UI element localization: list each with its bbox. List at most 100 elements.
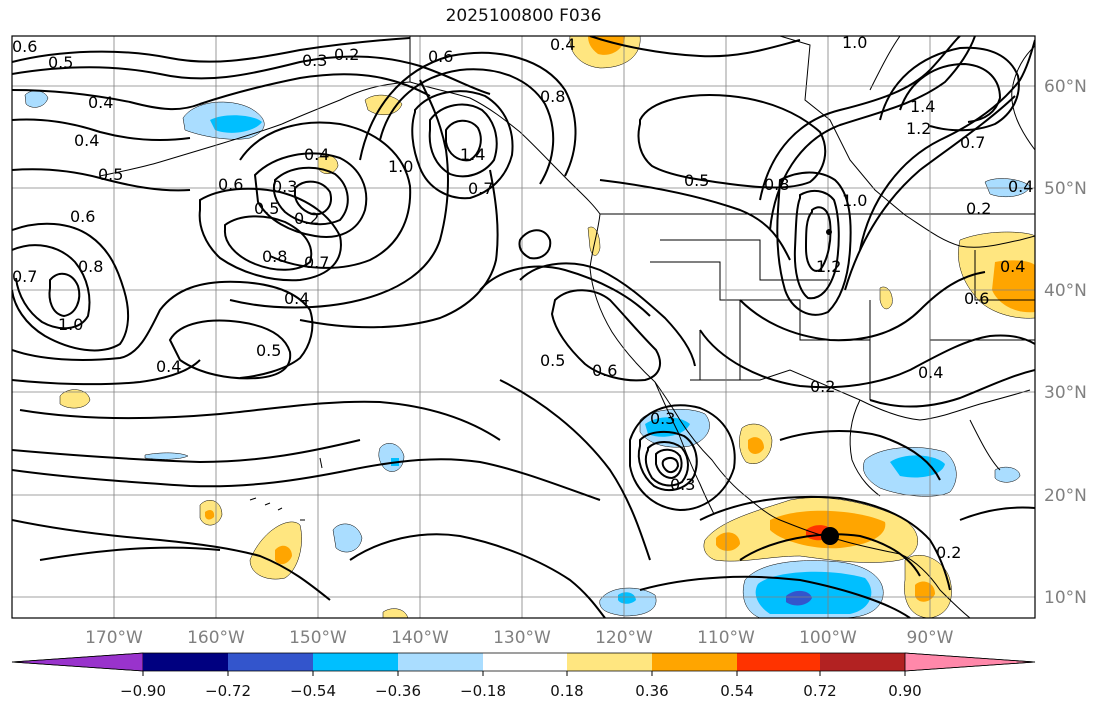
contour-label: 0.6	[428, 47, 453, 66]
colorbar-segment	[228, 653, 313, 671]
colorbar-tick-label: −0.90	[120, 682, 166, 700]
colorbar-tick-label: −0.18	[460, 682, 506, 700]
colorbar-tick-label: 0.90	[888, 682, 921, 700]
lon-tick-label: 120°W	[595, 628, 653, 648]
colorbar: −0.90 −0.72 −0.54 −0.36 −0.18 0.18 0.36 …	[11, 652, 1036, 700]
contour-label: 0.4	[550, 35, 575, 54]
negative-anomaly-area	[618, 592, 636, 604]
trough-marker	[826, 229, 832, 235]
colorbar-extend-min	[11, 652, 144, 672]
contour-label: 0.4	[74, 131, 99, 150]
lat-tick-label: 50°N	[1044, 179, 1087, 199]
positive-anomaly-area	[382, 608, 409, 618]
contour-label: 0.6	[218, 175, 243, 194]
contour-label: 0.7	[304, 253, 329, 272]
contour-label: 0.4	[156, 357, 181, 376]
contour-label: 0.5	[254, 199, 279, 218]
negative-anomaly-area	[210, 115, 262, 133]
contour-label: 1.4	[460, 145, 485, 164]
contour-label: 0.2	[334, 45, 359, 64]
colorbar-extend-max	[904, 652, 1036, 672]
contour-label: 0.8	[262, 247, 287, 266]
contour-label: 0.2	[936, 543, 961, 562]
contour-label: 0.5	[684, 171, 709, 190]
negative-anomaly-area	[786, 590, 812, 606]
positive-anomaly-area	[59, 389, 91, 409]
lon-tick-label: 130°W	[493, 628, 551, 648]
colorbar-segment	[737, 653, 820, 671]
lat-tick-label: 10°N	[1044, 588, 1087, 608]
colorbar-tick-label: 0.72	[803, 682, 836, 700]
latitude-axis: 60°N 50°N 40°N 30°N 20°N 10°N	[1044, 77, 1087, 608]
contour-lines	[12, 36, 1035, 618]
negative-anomaly-area	[890, 455, 945, 478]
contour-label: 0.4	[88, 93, 113, 112]
contour-label: 1.4	[910, 97, 935, 116]
contour-label: 0.7	[468, 179, 493, 198]
contour-label: 0.2	[810, 377, 835, 396]
positive-anomaly-area	[275, 545, 292, 565]
contour-label: 1.0	[842, 33, 867, 52]
contour-label: 0.4	[284, 289, 309, 308]
contour-label: 0.7	[960, 133, 985, 152]
lat-tick-label: 30°N	[1044, 383, 1087, 403]
contour-label: 1.0	[58, 315, 83, 334]
contour-label: 0.6	[592, 361, 617, 380]
contour-label: 0.8	[78, 257, 103, 276]
positive-anomaly-area	[716, 532, 740, 551]
lat-tick-label: 60°N	[1044, 77, 1087, 97]
positive-anomaly-area	[205, 509, 215, 520]
contour-label-layer: 0.6 0.5 0.3 0.2 0.4 0.6 0.4 0.4 0.5 0.6 …	[12, 33, 1033, 562]
contour-label: 0.2	[294, 209, 319, 228]
contour-label: 0.8	[540, 87, 565, 106]
lon-tick-label: 160°W	[187, 628, 245, 648]
lon-tick-label: 140°W	[391, 628, 449, 648]
colorbar-segment	[143, 653, 228, 671]
positive-anomaly-area	[992, 260, 1035, 313]
contour-label: 0.3	[272, 177, 297, 196]
contour-label: 0.5	[540, 351, 565, 370]
contour-label: 0.6	[964, 289, 989, 308]
colorbar-tick-label: 0.54	[720, 682, 753, 700]
contour-label: 0.6	[70, 207, 95, 226]
colorbar-tick-label: 0.36	[635, 682, 668, 700]
positive-anomaly-area	[879, 286, 893, 310]
contour-label: 0.4	[1000, 257, 1025, 276]
colorbar-tick-label: −0.72	[205, 682, 251, 700]
contour-label: 0.4	[918, 363, 943, 382]
map-frame	[11, 35, 1036, 619]
lat-tick-label: 20°N	[1044, 486, 1087, 506]
negative-anomaly-area	[144, 452, 189, 460]
colorbar-segment	[820, 653, 905, 671]
contour-label: 0.5	[256, 341, 281, 360]
colorbar-segment	[398, 653, 483, 671]
positive-anomaly-area	[588, 36, 625, 55]
contour-label: 0.6	[12, 37, 37, 56]
shading-layer	[24, 36, 1035, 618]
negative-anomaly-area	[332, 523, 363, 553]
positive-anomaly-area	[748, 437, 764, 454]
contour-label: 1.2	[906, 119, 931, 138]
negative-anomaly-area	[755, 571, 872, 614]
contour-label: 1.0	[388, 157, 413, 176]
contour-label: 0.2	[966, 199, 991, 218]
contour-label: 0.4	[304, 145, 329, 164]
lon-tick-label: 90°W	[907, 628, 954, 648]
lon-tick-label: 100°W	[799, 628, 857, 648]
lat-tick-label: 40°N	[1044, 281, 1087, 301]
contour-label: 0.3	[650, 409, 675, 428]
colorbar-segment	[567, 653, 652, 671]
contour-label: 0.4	[1008, 177, 1033, 196]
storm-center-marker	[821, 527, 839, 545]
contour-label: 0.8	[764, 175, 789, 194]
colorbar-tick-label: −0.54	[290, 682, 336, 700]
contour-label: 0.3	[302, 51, 327, 70]
positive-anomaly-area	[587, 226, 601, 256]
negative-anomaly-area	[994, 466, 1021, 483]
colorbar-tick-label: 0.18	[550, 682, 583, 700]
contour-label: 0.5	[98, 165, 123, 184]
contour-label: 0.3	[670, 475, 695, 494]
lon-tick-label: 150°W	[289, 628, 347, 648]
colorbar-segment	[313, 653, 398, 671]
